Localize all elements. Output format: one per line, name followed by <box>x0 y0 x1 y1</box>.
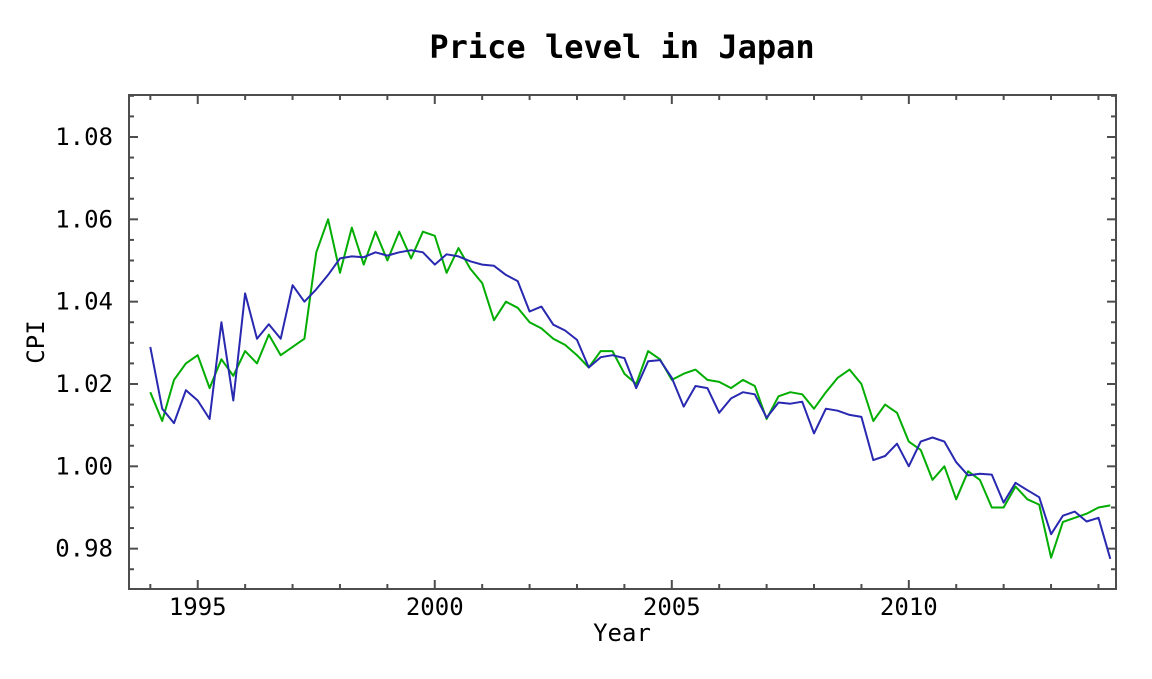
x-tick-label: 2000 <box>406 593 464 621</box>
series-line-green <box>149 218 1111 559</box>
y-tick-label: 1.06 <box>55 205 113 233</box>
plot-border <box>128 94 1117 590</box>
chart-title: Price level in Japan <box>429 28 814 66</box>
x-tick-label: 2005 <box>643 593 701 621</box>
y-tick-label: 1.00 <box>55 452 113 480</box>
chart-layers: 1995 2000 2005 2010 0.98 1.00 1.02 1.04 1.06 1.08 <box>55 94 1116 621</box>
y-axis-label: CPI <box>22 320 50 363</box>
x-axis-label: Year <box>593 619 651 647</box>
y-tick-label: 1.08 <box>55 123 113 151</box>
y-tick-label: 1.04 <box>55 288 113 316</box>
y-tick-label: 1.02 <box>55 370 113 398</box>
x-tick-label: 1995 <box>169 593 227 621</box>
series-line-blue <box>149 249 1112 560</box>
y-tick-label: 0.98 <box>55 535 113 563</box>
x-tick-label: 2010 <box>880 593 938 621</box>
